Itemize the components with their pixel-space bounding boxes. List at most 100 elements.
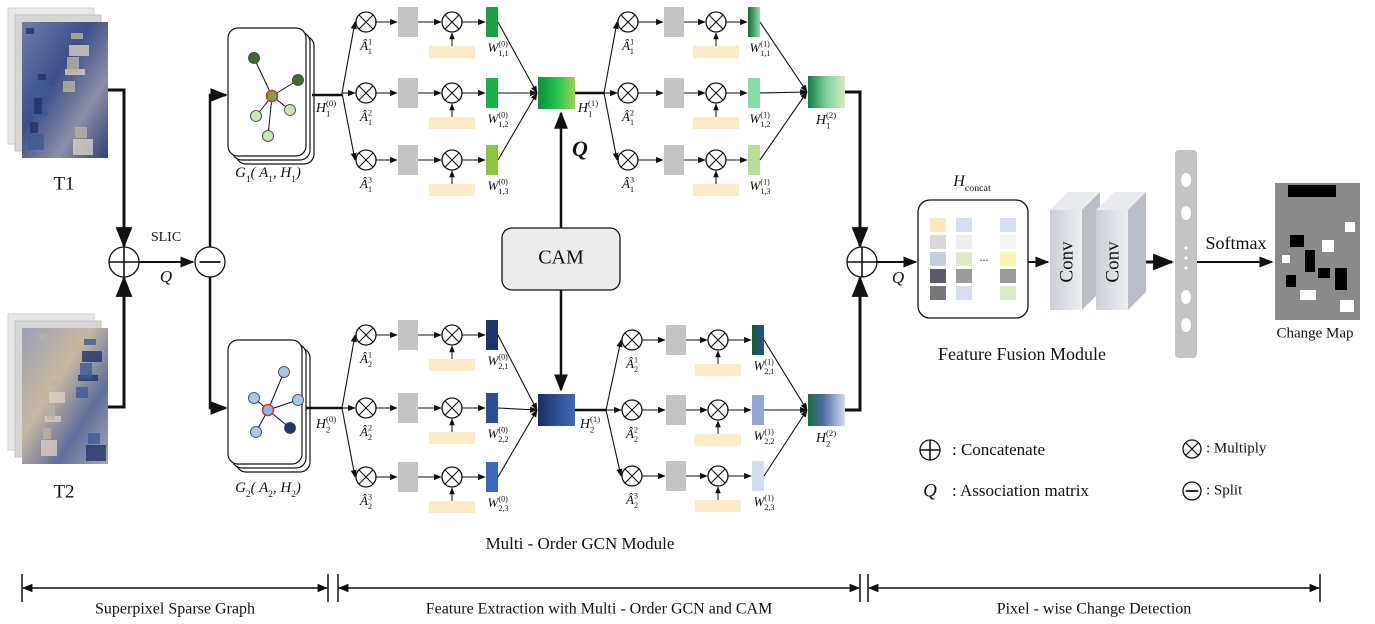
field-patch bbox=[75, 127, 87, 138]
math-part: 1 bbox=[634, 356, 638, 365]
change-region bbox=[1322, 240, 1334, 252]
arrow bbox=[342, 93, 355, 160]
math-part: Â bbox=[359, 424, 368, 439]
output-block bbox=[808, 394, 845, 426]
math-label: W(1)2,1 bbox=[754, 358, 775, 377]
field-patch bbox=[41, 440, 57, 456]
weight-input bbox=[429, 184, 475, 196]
math-part: Â bbox=[621, 38, 630, 53]
diagram: T1T2SLICQG1( A1, H1)G2( A2, H2)H(0)1Â11W… bbox=[0, 0, 1375, 624]
math-part: 1,2 bbox=[498, 120, 508, 129]
math-part: Â bbox=[625, 426, 634, 441]
feature-cell bbox=[930, 269, 946, 283]
field-patch bbox=[36, 86, 52, 97]
feature-cell bbox=[956, 235, 972, 249]
math-part: 3 bbox=[634, 492, 638, 501]
math-part: Â bbox=[359, 351, 368, 366]
math-label: W(0)2,2 bbox=[488, 426, 509, 445]
field-patch bbox=[28, 134, 44, 150]
feature-block bbox=[666, 461, 686, 491]
graph-node bbox=[251, 427, 262, 438]
q-label: Q bbox=[160, 267, 172, 286]
feature-block bbox=[398, 462, 418, 492]
conv-label: Conv bbox=[1102, 241, 1123, 283]
math-part: 2,3 bbox=[764, 503, 774, 512]
math-label: W(1)2,3 bbox=[754, 494, 775, 513]
math-label: H(1)1 bbox=[577, 98, 598, 118]
feature-cell bbox=[930, 235, 946, 249]
change-region bbox=[1340, 300, 1354, 312]
math-label: Â22 bbox=[359, 424, 372, 443]
feature-block bbox=[398, 320, 418, 350]
graph-node bbox=[249, 393, 260, 404]
math-part: (1) bbox=[588, 98, 598, 108]
math-part: Â bbox=[359, 38, 368, 53]
math-part: (2) bbox=[826, 110, 836, 120]
math-part: 2 bbox=[368, 433, 372, 442]
math-part: (1) bbox=[590, 414, 600, 424]
math-part: (0) bbox=[498, 111, 508, 120]
graph-node bbox=[267, 91, 278, 102]
math-label: W(0)1,1 bbox=[488, 40, 509, 59]
weight-bar bbox=[748, 7, 760, 37]
math-part: 1 bbox=[368, 38, 372, 47]
image-label: T1 bbox=[53, 173, 74, 194]
dot bbox=[1185, 247, 1188, 250]
weight-input bbox=[693, 117, 739, 129]
math-part: 1 bbox=[368, 47, 372, 56]
arrow bbox=[845, 92, 860, 246]
image-label: T2 bbox=[53, 481, 74, 502]
math-label: G1( A1, H1) bbox=[235, 165, 301, 185]
math-label: Â31 bbox=[359, 176, 372, 195]
math-part: ) bbox=[295, 165, 301, 181]
neuron bbox=[1181, 318, 1191, 332]
weight-input bbox=[693, 46, 739, 58]
math-label: H(2)2 bbox=[815, 428, 836, 448]
arrow bbox=[108, 278, 124, 407]
change-map bbox=[1275, 183, 1360, 320]
feature-block bbox=[666, 395, 686, 425]
arrow bbox=[342, 335, 355, 408]
ellipsis: ... bbox=[980, 250, 989, 264]
arrow bbox=[498, 408, 537, 410]
math-label: H(1)2 bbox=[579, 414, 600, 434]
field-patch bbox=[69, 45, 89, 56]
feature-block bbox=[398, 393, 418, 423]
weight-bar bbox=[486, 393, 498, 423]
math-part: Â bbox=[359, 176, 368, 191]
math-label: W(1)2,2 bbox=[754, 428, 775, 447]
feature-block bbox=[664, 145, 684, 175]
math-part: , H bbox=[273, 480, 293, 496]
math-part: 1 bbox=[630, 185, 634, 194]
graph-node bbox=[293, 395, 304, 406]
math-part: (0) bbox=[498, 495, 508, 504]
q-label: Q bbox=[572, 136, 588, 161]
math-label: W(1)1,1 bbox=[750, 40, 771, 59]
field-patch bbox=[34, 98, 42, 114]
conv-label: Conv bbox=[1056, 241, 1077, 283]
math-part: Â bbox=[359, 493, 368, 508]
arrow bbox=[210, 95, 226, 247]
weight-input bbox=[429, 359, 475, 371]
math-part: (1) bbox=[760, 178, 770, 187]
math-part: 1,2 bbox=[760, 120, 770, 129]
feature-block bbox=[398, 78, 418, 108]
field-patch bbox=[73, 139, 93, 155]
feature-block bbox=[666, 325, 686, 355]
math-label: Â32 bbox=[359, 493, 372, 512]
math-part: 1 bbox=[826, 120, 830, 130]
field-patch bbox=[63, 81, 75, 92]
graph-node bbox=[263, 405, 274, 416]
math-part: 1 bbox=[630, 118, 634, 127]
math-part: , H bbox=[273, 165, 293, 181]
feature-cell bbox=[1000, 286, 1016, 300]
math-part: 2,1 bbox=[498, 362, 508, 371]
math-part: (1) bbox=[764, 358, 774, 367]
math-part: 2 bbox=[634, 501, 638, 510]
cam-label: CAM bbox=[538, 247, 584, 269]
math-part: 1 bbox=[368, 185, 372, 194]
